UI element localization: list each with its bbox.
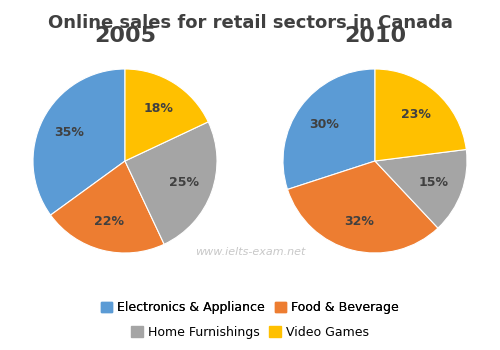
Text: 15%: 15% (419, 176, 449, 189)
Text: 35%: 35% (54, 126, 84, 139)
Wedge shape (375, 69, 466, 161)
Text: 30%: 30% (310, 118, 340, 131)
Text: Online sales for retail sectors in Canada: Online sales for retail sectors in Canad… (48, 14, 452, 32)
Title: 2005: 2005 (94, 26, 156, 46)
Wedge shape (50, 161, 164, 253)
Title: 2010: 2010 (344, 26, 406, 46)
Text: www.ielts-exam.net: www.ielts-exam.net (195, 247, 305, 257)
Text: 18%: 18% (144, 102, 174, 115)
Text: 23%: 23% (402, 107, 432, 120)
Text: 25%: 25% (169, 176, 199, 189)
Legend: Electronics & Appliance, Food & Beverage: Electronics & Appliance, Food & Beverage (96, 296, 404, 319)
Wedge shape (125, 69, 208, 161)
Wedge shape (375, 149, 467, 228)
Text: 32%: 32% (344, 215, 374, 228)
Wedge shape (33, 69, 125, 215)
Wedge shape (125, 122, 217, 244)
Text: 22%: 22% (94, 215, 124, 228)
Legend: Home Furnishings, Video Games: Home Furnishings, Video Games (126, 321, 374, 344)
Wedge shape (283, 69, 375, 189)
Wedge shape (288, 161, 438, 253)
